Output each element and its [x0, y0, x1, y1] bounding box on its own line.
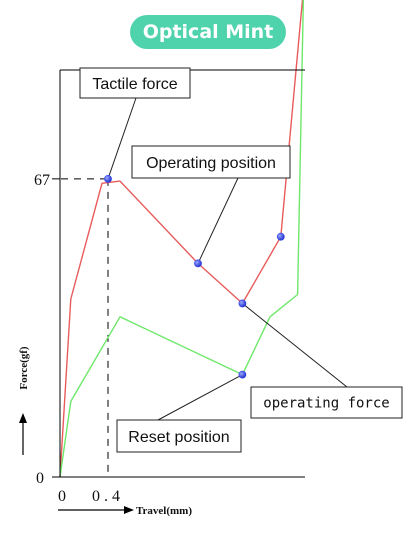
annotation-tactile-force-label: Tactile force: [92, 76, 177, 93]
annotation-operating-position-box: [131, 145, 291, 179]
annotation-operating-force-label: operating force: [263, 396, 389, 412]
y-axis-label: Force(gf): [18, 346, 30, 389]
axis-labels: 0 67 0 0.4 Travel(mm) Force(gf): [18, 172, 192, 517]
y-tick-label-0: 0: [36, 470, 44, 487]
annotations-group: Tactile force Operating position operating…: [79, 67, 403, 453]
markers-group: [104, 174, 285, 379]
data-point-marker-1: [104, 174, 112, 183]
annotation-reset-position-box: [116, 419, 242, 453]
chart-title-badge: Optical Mint: [130, 15, 286, 49]
data-point-marker-3: [238, 299, 247, 308]
x-axis-arrow-head: [124, 506, 134, 514]
x-axis-label: Travel(mm): [136, 505, 192, 517]
y-axis-arrow-head: [19, 413, 27, 423]
series-line-1: [59, 0, 304, 478]
annotation-operating-force-box: [250, 386, 403, 419]
x-tick-label-0: 0: [58, 488, 66, 505]
leader-line-1: [107, 97, 137, 180]
annotation-reset-position-label: Reset position: [128, 429, 229, 446]
data-point-marker-5: [238, 370, 247, 379]
data-point-marker-2: [194, 259, 202, 268]
annotation-leaders: [107, 97, 348, 421]
leader-line-3: [242, 303, 348, 388]
guide-lines: [61, 178, 109, 477]
leader-line-2: [197, 177, 239, 264]
data-point-marker-4: [276, 232, 285, 241]
annotation-tactile-force-box: [79, 67, 191, 99]
x-tick-label-0-4: 0.4: [92, 488, 124, 505]
leader-line-4: [157, 374, 243, 421]
annotation-operating-position-label: Operating position: [146, 155, 276, 172]
y-tick-label-67: 67: [34, 172, 50, 189]
